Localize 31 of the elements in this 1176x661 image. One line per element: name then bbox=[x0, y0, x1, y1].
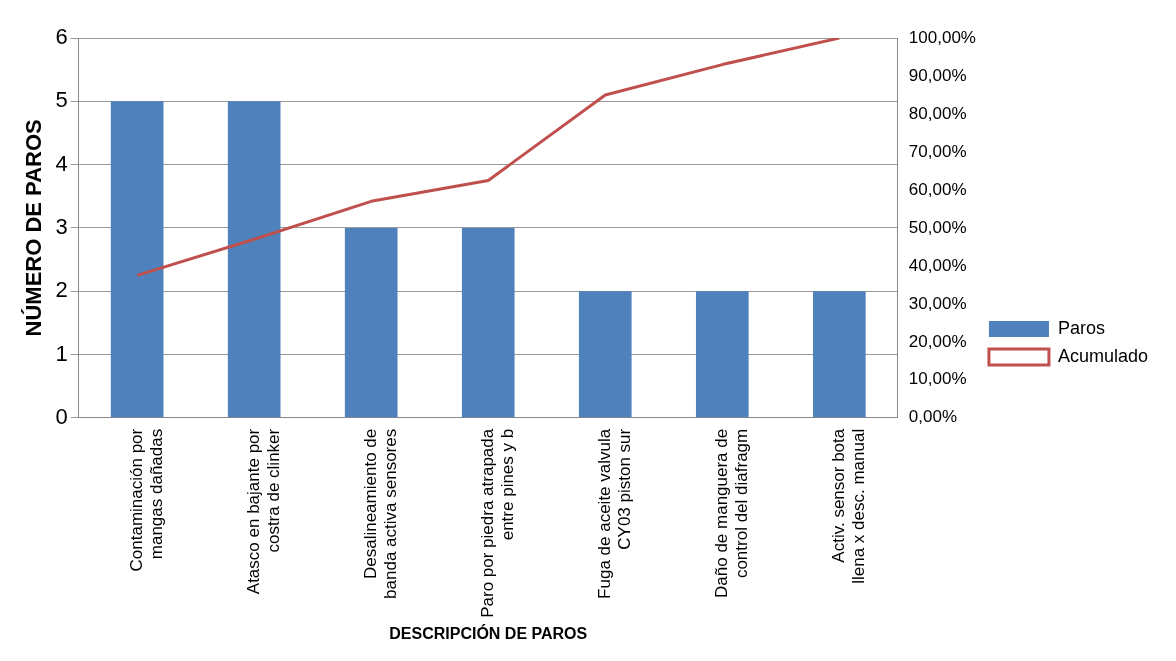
y2-tick-label: 0,00% bbox=[908, 407, 958, 427]
y2-tick-label: 50,00% bbox=[908, 217, 967, 237]
y-tick-label: 5 bbox=[55, 87, 68, 113]
y2-tick-label: 40,00% bbox=[908, 255, 967, 275]
x-axis-title: DESCRIPCIÓN DE PAROS bbox=[389, 623, 588, 642]
y2-tick-label: 60,00% bbox=[908, 179, 967, 199]
bar bbox=[695, 291, 749, 418]
y2-tick-label: 90,00% bbox=[908, 65, 967, 85]
y-tick-label: 3 bbox=[55, 213, 68, 239]
y2-tick-label: 20,00% bbox=[908, 331, 967, 351]
bar bbox=[461, 227, 515, 418]
y2-tick-label: 70,00% bbox=[908, 141, 967, 161]
bar bbox=[110, 101, 164, 418]
y2-tick-label: 10,00% bbox=[908, 369, 967, 389]
y-tick-label: 4 bbox=[55, 150, 68, 176]
bar bbox=[344, 227, 398, 418]
y-tick-label: 2 bbox=[55, 277, 68, 303]
legend-label: Paros bbox=[1057, 317, 1105, 338]
x-tick-label: Contaminación por mangas dañadas bbox=[126, 428, 167, 572]
bar bbox=[578, 291, 632, 418]
y-tick-label: 0 bbox=[55, 403, 68, 429]
y-axis-title: NÚMERO DE PAROS bbox=[21, 119, 47, 337]
y2-tick-label: 100,00% bbox=[908, 27, 976, 47]
bar bbox=[227, 101, 281, 418]
y2-tick-label: 30,00% bbox=[908, 293, 967, 313]
legend-label: Acumulado bbox=[1057, 345, 1149, 366]
x-tick-label: Daño de manguera de control del diafragm bbox=[711, 428, 752, 598]
bar bbox=[812, 291, 866, 418]
y2-tick-label: 80,00% bbox=[908, 103, 967, 123]
y-tick-label: 6 bbox=[55, 24, 68, 50]
y-tick-label: 1 bbox=[55, 340, 68, 366]
